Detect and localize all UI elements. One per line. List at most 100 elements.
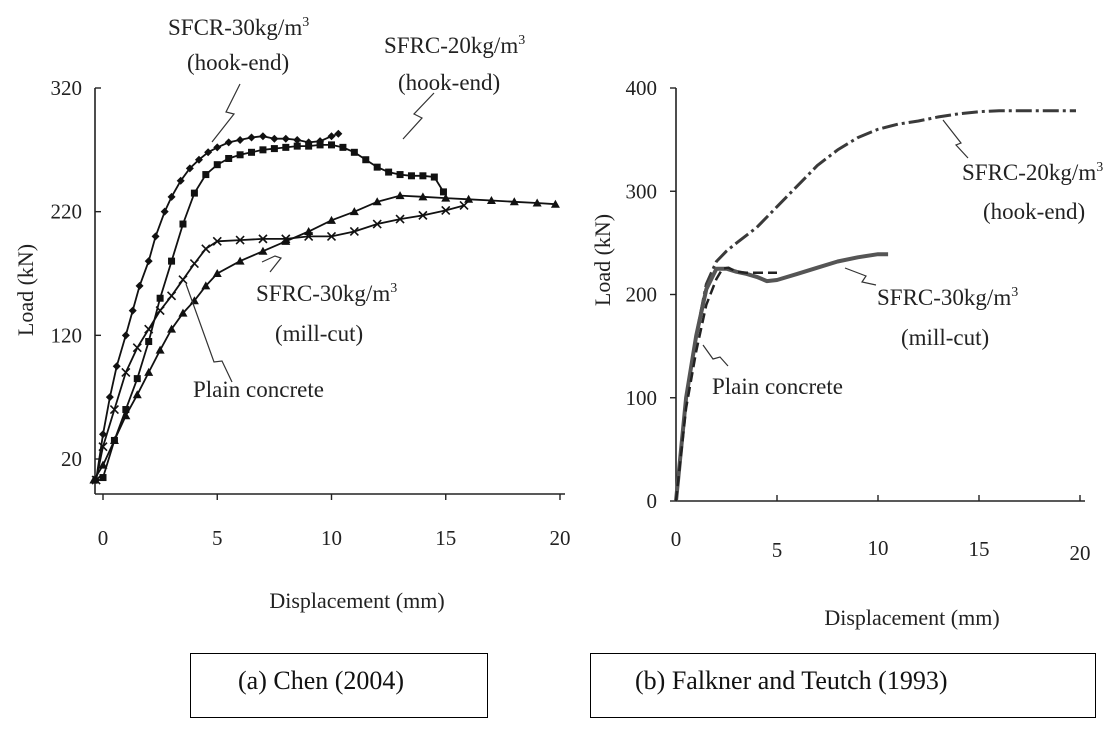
b-annotation-sfrc30-mill-line2: (mill-cut) [901, 325, 989, 350]
a-point-x [109, 404, 119, 415]
b-annotation-sfrc30-mill: SFRC-30kg/m3 [877, 285, 1018, 310]
a-point-square [339, 143, 347, 151]
a-series-line-1 [102, 143, 445, 478]
a-point-diamond [194, 155, 203, 164]
a-point-diamond [281, 134, 290, 143]
a-x-tick-label: 0 [98, 526, 109, 550]
a-point-square [133, 375, 141, 383]
b-x-axis-label: Displacement (mm) [824, 605, 999, 630]
b-series-line-2 [674, 266, 777, 502]
a-x-tick-label: 10 [321, 526, 342, 550]
b-y-axis-label: Load (kN) [590, 214, 615, 306]
a-point-square [282, 143, 290, 151]
a-point-x [155, 306, 165, 316]
a-point-triangle [155, 345, 165, 354]
a-point-square [168, 257, 176, 265]
b-y-tick-label: 400 [626, 76, 658, 100]
panel-a-chart: 20 120 220 320 0 5 10 15 20 Load (kN) Displacem… [13, 15, 571, 613]
a-point-triangle [121, 411, 131, 420]
a-point-diamond [204, 148, 213, 157]
a-point-square [145, 338, 153, 346]
a-point-x [441, 205, 451, 215]
a-leader-sfrc20 [402, 92, 435, 140]
a-point-triangle [98, 460, 108, 469]
a-point-triangle [178, 308, 188, 317]
a-point-diamond [334, 129, 343, 138]
a-point-x [144, 324, 154, 334]
a-point-x [212, 236, 222, 246]
b-x-tick-label: 15 [969, 537, 990, 561]
a-point-x [189, 259, 199, 269]
a-point-square [213, 161, 221, 169]
a-point-x [91, 475, 101, 485]
a-point-x [281, 234, 291, 244]
a-x-ticks: 0 5 10 15 20 [98, 494, 571, 550]
a-point-triangle [258, 246, 268, 255]
a-y-tick-label: 20 [61, 447, 82, 471]
a-point-diamond [185, 164, 194, 173]
a-point-x [304, 231, 314, 241]
a-point-diamond [213, 143, 222, 152]
a-y-tick-label: 320 [51, 76, 83, 100]
a-point-diamond [151, 232, 160, 241]
a-point-x [418, 210, 428, 220]
a-point-diamond [99, 430, 107, 439]
caption-b: (b) Falkner and Teutch (1993) [590, 653, 1096, 718]
b-series-line-0 [674, 109, 1076, 502]
a-point-diamond [224, 138, 233, 147]
a-leader-sfrc30 [261, 255, 282, 273]
a-annotation-sfrc20-hook: SFRC-20kg/m3 [384, 33, 525, 58]
a-point-triangle [327, 215, 336, 224]
a-annotation-sfrc30-mill-line2: (mill-cut) [275, 321, 363, 346]
a-point-triangle [532, 198, 542, 207]
a-point-diamond [270, 134, 279, 143]
a-point-x [258, 234, 268, 244]
a-point-diamond [144, 257, 153, 266]
a-point-x [459, 200, 469, 211]
a-point-triangle [304, 226, 314, 235]
b-y-tick-label: 100 [626, 386, 658, 410]
a-point-x [349, 226, 359, 237]
b-x-ticks: 0 5 10 15 20 [671, 495, 1091, 565]
a-point-diamond [176, 176, 185, 185]
a-point-x [326, 231, 337, 241]
b-leader-sfrc30 [844, 267, 877, 286]
b-annotation-plain: Plain concrete [712, 374, 843, 399]
a-point-x [372, 219, 382, 229]
b-x-tick-label: 0 [671, 527, 682, 551]
a-point-x [98, 442, 108, 452]
a-point-square [270, 145, 278, 153]
a-annotation-plain: Plain concrete [193, 377, 324, 402]
a-point-diamond [160, 207, 169, 216]
caption-a-text: (a) Chen (2004) [238, 666, 405, 695]
panel-b-chart: 0 100 200 300 400 0 5 10 15 20 Load (kN) Displac… [590, 76, 1103, 630]
a-point-triangle [550, 199, 560, 208]
a-point-diamond [121, 331, 130, 340]
b-leader-plain [702, 344, 729, 367]
a-point-triangle [441, 193, 451, 202]
a-x-axis-label: Displacement (mm) [269, 588, 444, 613]
a-point-triangle [418, 192, 428, 201]
a-point-x [235, 235, 245, 245]
a-point-square [430, 173, 438, 181]
a-point-square [202, 171, 210, 179]
a-point-triangle [132, 390, 142, 399]
a-point-diamond [128, 306, 137, 315]
a-point-square [259, 146, 267, 154]
a-point-diamond [135, 281, 144, 290]
a-point-triangle [89, 475, 99, 484]
b-series [674, 109, 1076, 502]
caption-b-text: (b) Falkner and Teutch (1993) [635, 666, 948, 695]
a-leader-plain [185, 283, 233, 383]
a-point-square [362, 156, 370, 164]
a-leader-sfcr30 [211, 83, 241, 143]
a-point-triangle [201, 281, 211, 290]
b-leader-sfrc20 [942, 119, 969, 159]
b-y-tick-label: 300 [626, 179, 658, 203]
a-point-square [179, 220, 187, 228]
a-annotation-sfrc30-mill: SFRC-30kg/m3 [256, 281, 397, 306]
a-point-square [305, 142, 313, 150]
a-point-diamond [167, 192, 176, 201]
a-point-square [439, 188, 447, 196]
